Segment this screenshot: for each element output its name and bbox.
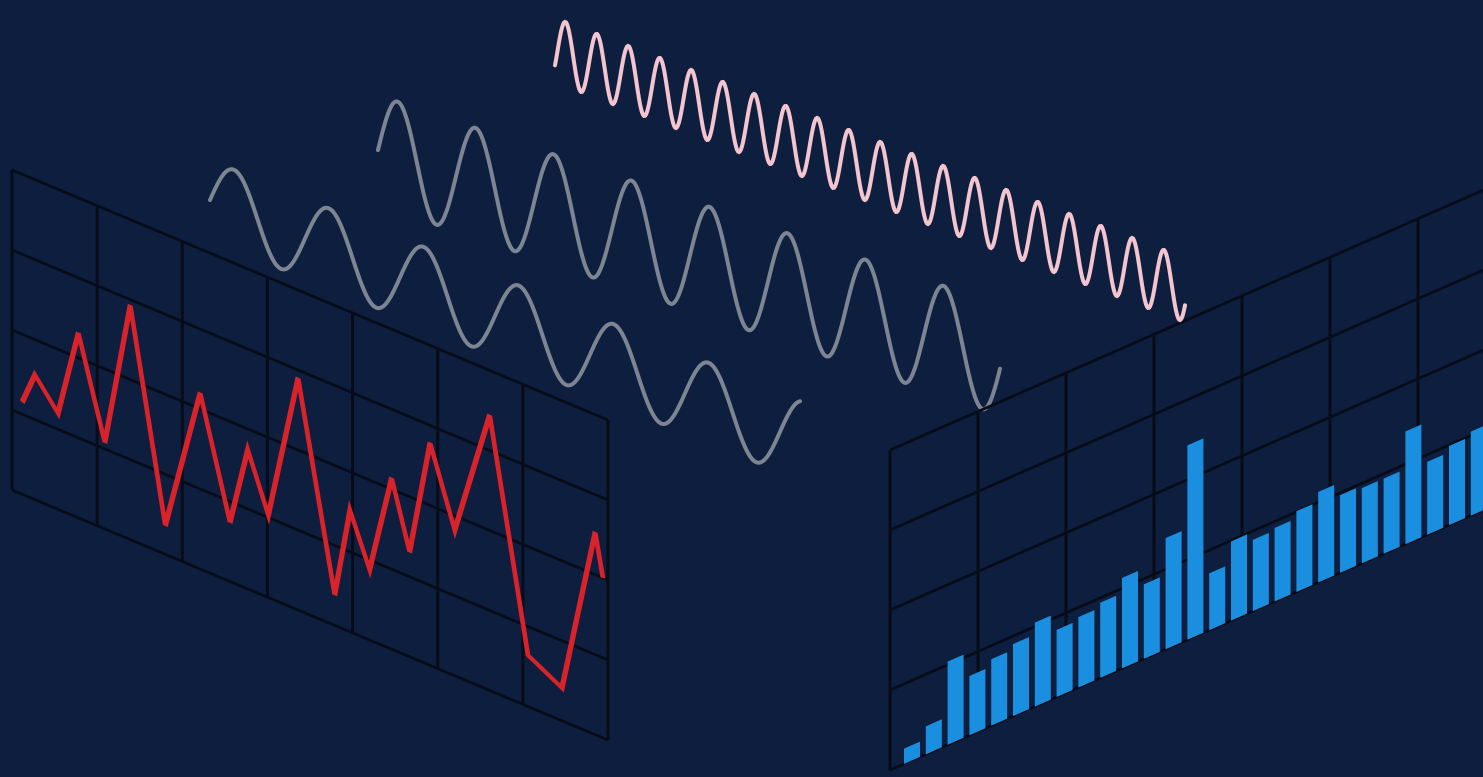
bar	[1209, 566, 1226, 631]
wave	[553, 19, 1187, 323]
bar-panel	[888, 176, 1483, 772]
data-line	[19, 303, 606, 693]
grid-line	[12, 248, 608, 502]
grid-line	[12, 408, 608, 662]
bar	[1056, 622, 1073, 698]
bar	[1318, 485, 1335, 583]
line-panel	[10, 168, 610, 742]
bar	[947, 654, 964, 745]
bar	[1470, 424, 1483, 516]
bar	[1383, 471, 1400, 554]
bar	[991, 652, 1008, 726]
bar	[1100, 595, 1117, 678]
bar	[1231, 534, 1247, 621]
wave	[376, 99, 1002, 412]
bar	[1340, 488, 1356, 573]
bar	[1296, 504, 1313, 592]
grid-line	[890, 176, 1483, 452]
bar	[1013, 637, 1029, 717]
bar	[969, 669, 986, 736]
bar	[1405, 424, 1422, 545]
bar	[1078, 610, 1095, 688]
bar	[1361, 481, 1378, 564]
bar	[1449, 438, 1465, 526]
bar	[1274, 520, 1291, 602]
bar	[1034, 615, 1051, 707]
bar	[1143, 577, 1160, 659]
grid-line	[12, 168, 608, 422]
bar	[1427, 454, 1444, 535]
bar	[1187, 438, 1204, 640]
bar	[1165, 531, 1182, 650]
grid-line	[890, 256, 1483, 532]
bar	[1122, 570, 1138, 669]
wave	[208, 167, 802, 465]
grid-line	[12, 488, 608, 742]
bar	[904, 741, 920, 764]
bar	[1252, 532, 1269, 612]
bar	[925, 719, 942, 755]
